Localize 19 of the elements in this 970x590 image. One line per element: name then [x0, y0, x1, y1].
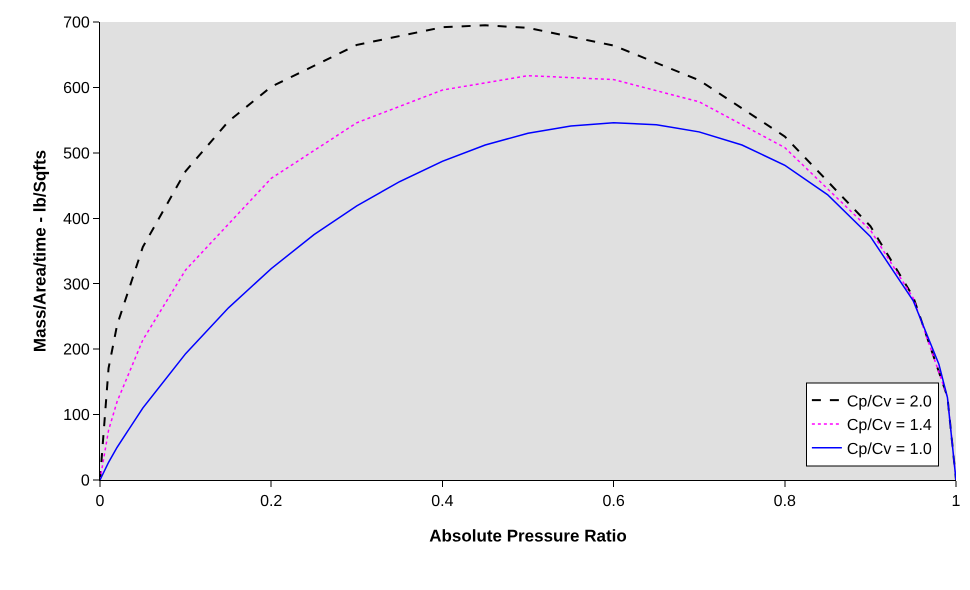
y-tick-label: 200	[63, 342, 90, 359]
legend-label: Cp/Cv = 2.0	[846, 393, 932, 410]
y-tick-label: 600	[63, 80, 90, 98]
x-tick-label: 0.4	[431, 493, 454, 510]
x-tick-label: 0	[96, 493, 105, 510]
legend-label: Cp/Cv = 1.0	[846, 441, 932, 458]
y-tick-label: 0	[80, 472, 90, 490]
y-tick-label: 400	[63, 210, 90, 228]
x-tick-label: 0.6	[602, 493, 625, 510]
y-tick-label: 100	[63, 407, 90, 424]
y-tick-label: 500	[63, 145, 90, 162]
y-tick-label: 700	[63, 14, 90, 32]
x-tick-label: 1	[952, 493, 961, 510]
x-tick-label: 0.2	[260, 493, 282, 510]
legend-label: Cp/Cv = 1.4	[846, 417, 932, 434]
x-axis-title: Absolute Pressure Ratio	[429, 526, 627, 546]
y-tick-label: 300	[63, 276, 90, 294]
x-tick-label: 0.8	[774, 493, 796, 510]
y-axis-title: Mass/Area/time - lb/Sqfts	[30, 150, 50, 352]
